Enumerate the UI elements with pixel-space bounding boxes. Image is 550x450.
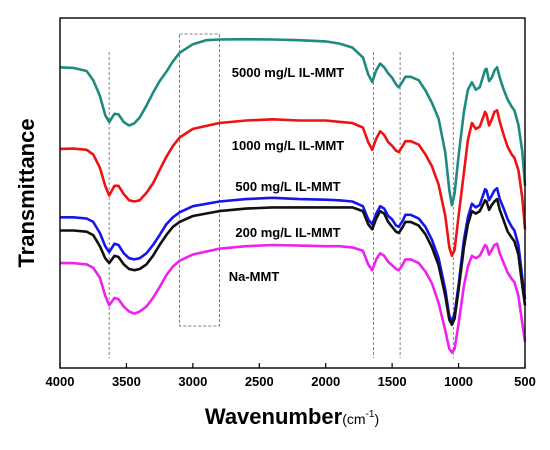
series-label-500-mg-l-il-mmt: 500 mg/L IL-MMT — [235, 179, 340, 194]
series-line-na-mmt — [60, 242, 527, 354]
series-group — [59, 37, 527, 354]
x-tick-label: 1000 — [444, 374, 473, 389]
y-axis-title: Transmittance — [14, 118, 39, 267]
highlight-box — [179, 33, 220, 327]
x-tick-label: 1500 — [378, 374, 407, 389]
x-axis-title: Wavenumber(cm-1) — [205, 404, 379, 429]
series-labels: 5000 mg/L IL-MMT 1000 mg/L IL-MMT 500 mg/L… — [229, 65, 345, 284]
plot-frame — [59, 17, 526, 369]
x-axis-unit-exponent: -1 — [366, 409, 375, 420]
x-tick-label: 500 — [514, 374, 536, 389]
series-line-5000-mg-l-il-mmt — [59, 37, 527, 207]
x-axis-unit-close: ) — [374, 411, 379, 427]
x-tick-label: 2500 — [245, 374, 274, 389]
x-axis-unit: (cm — [342, 411, 365, 427]
x-tick-label: 3500 — [112, 374, 141, 389]
x-tick-label: 2000 — [311, 374, 340, 389]
reference-lines — [108, 52, 454, 358]
series-label-na-mmt: Na-MMT — [229, 269, 280, 284]
x-tick-label: 4000 — [46, 374, 75, 389]
series-line-1000-mg-l-il-mmt — [59, 109, 527, 258]
series-label-200-mg-l-il-mmt: 200 mg/L IL-MMT — [235, 225, 340, 240]
x-tick-label: 3000 — [178, 374, 207, 389]
series-line-500-mg-l-il-mmt — [60, 187, 527, 323]
series-label-5000-mg-l-il-mmt: 5000 mg/L IL-MMT — [232, 65, 345, 80]
series-label-1000-mg-l-il-mmt: 1000 mg/L IL-MMT — [232, 138, 345, 153]
x-axis-ticks: 4000 3500 3000 2500 2000 1500 1000 500 — [46, 363, 536, 389]
series-line-200-mg-l-il-mmt — [60, 197, 527, 326]
x-axis-title-main: Wavenumber — [205, 404, 343, 429]
